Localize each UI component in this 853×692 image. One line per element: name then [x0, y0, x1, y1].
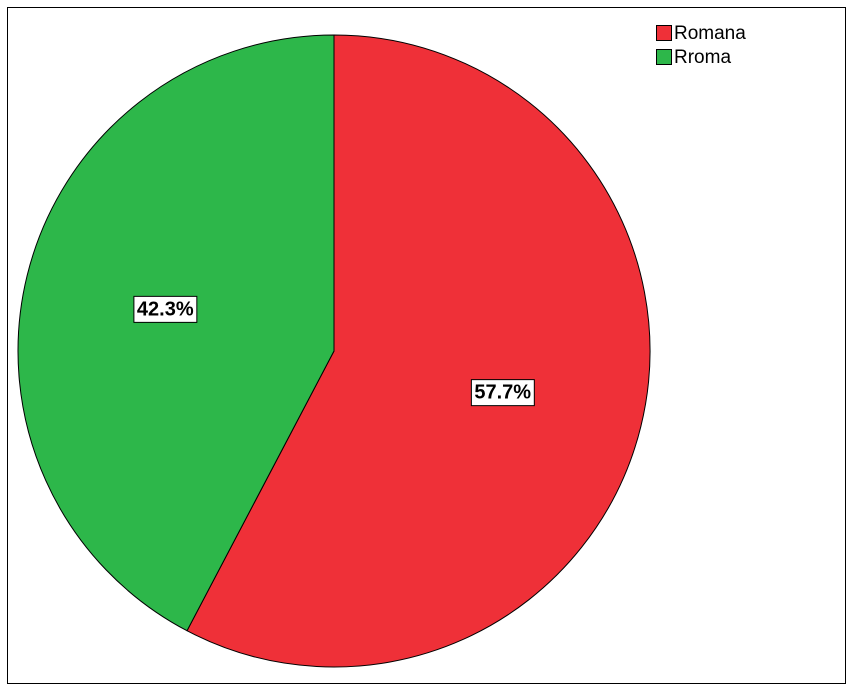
slice-label-box [133, 295, 198, 323]
legend: Romana Rroma [656, 21, 746, 69]
slice-label-rroma: 42.3% [133, 295, 198, 323]
pie-chart: 57.7% 42.3% [17, 34, 651, 668]
pie-slice-rroma [17, 34, 335, 632]
legend-swatch-romana [656, 25, 672, 41]
slice-label-text: 57.7% [474, 382, 531, 404]
legend-item-romana: Romana [656, 21, 746, 45]
legend-label-rroma: Rroma [674, 46, 732, 68]
chart-frame: 57.7% 42.3% Romana Rroma [7, 7, 846, 684]
legend-swatch-rroma [656, 49, 672, 65]
slice-label-romana: 57.7% [470, 379, 535, 407]
slice-label-box [470, 379, 535, 407]
pie-slice-romana [186, 34, 651, 668]
legend-label-romana: Romana [674, 22, 746, 44]
legend-item-rroma: Rroma [656, 45, 746, 69]
slice-label-text: 42.3% [137, 298, 194, 320]
